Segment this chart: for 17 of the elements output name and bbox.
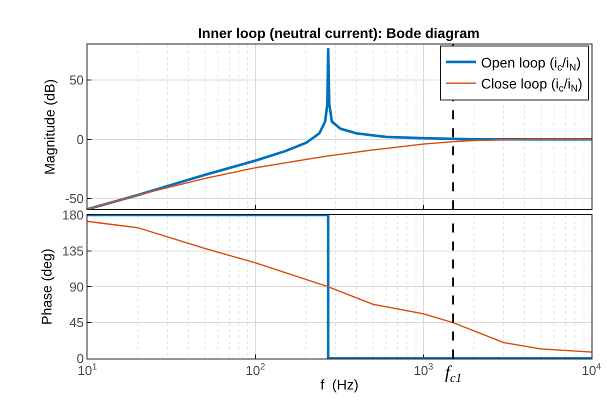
- y-tick-label: 135: [62, 243, 84, 258]
- x-axis-title: f (Hz): [320, 376, 358, 392]
- y-tick-label: 50: [69, 72, 84, 88]
- y-tick-label: 45: [69, 315, 84, 330]
- y-axis-title: Magnitude (dB): [42, 79, 58, 175]
- y-axis-title: Phase (deg): [38, 248, 55, 325]
- x-tick-label: 10$^{2}$: [246, 362, 266, 378]
- y-tick-label: 90: [69, 279, 84, 294]
- y-tick-label: 0: [76, 132, 84, 147]
- legend-label: Close loop (i$_{c}$/i$_{N}$): [480, 76, 582, 95]
- x-tick-label: 10$^{4}$: [582, 362, 602, 378]
- y-tick-label: 180: [62, 208, 84, 223]
- x-tick-label: 10$^{3}$: [414, 362, 434, 378]
- y-tick-label: -50: [65, 191, 84, 206]
- ref-line-label: f$_{c1}$: [445, 362, 462, 385]
- legend-label: Open loop (i$_{c}$/i$_{N}$): [480, 54, 581, 74]
- chart-title: Inner loop (neutral current): Bode diagram: [198, 25, 480, 41]
